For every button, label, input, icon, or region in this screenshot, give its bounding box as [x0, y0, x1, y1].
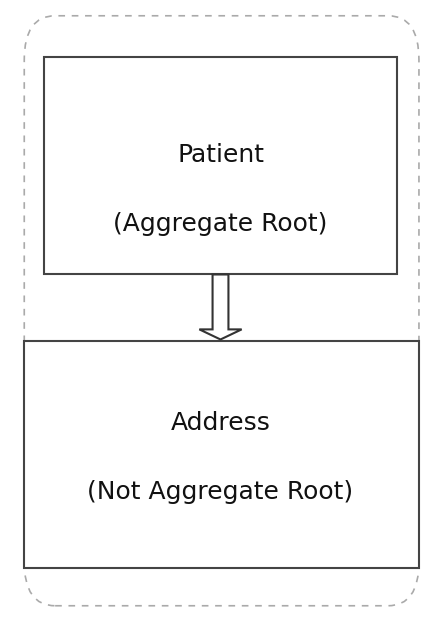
- Text: (Not Aggregate Root): (Not Aggregate Root): [87, 480, 354, 504]
- Text: Patient: Patient: [177, 143, 264, 167]
- FancyBboxPatch shape: [24, 341, 419, 568]
- Polygon shape: [199, 274, 242, 339]
- Text: Address: Address: [171, 411, 270, 435]
- FancyBboxPatch shape: [44, 57, 397, 274]
- Text: (Aggregate Root): (Aggregate Root): [113, 212, 328, 236]
- FancyBboxPatch shape: [24, 16, 419, 606]
